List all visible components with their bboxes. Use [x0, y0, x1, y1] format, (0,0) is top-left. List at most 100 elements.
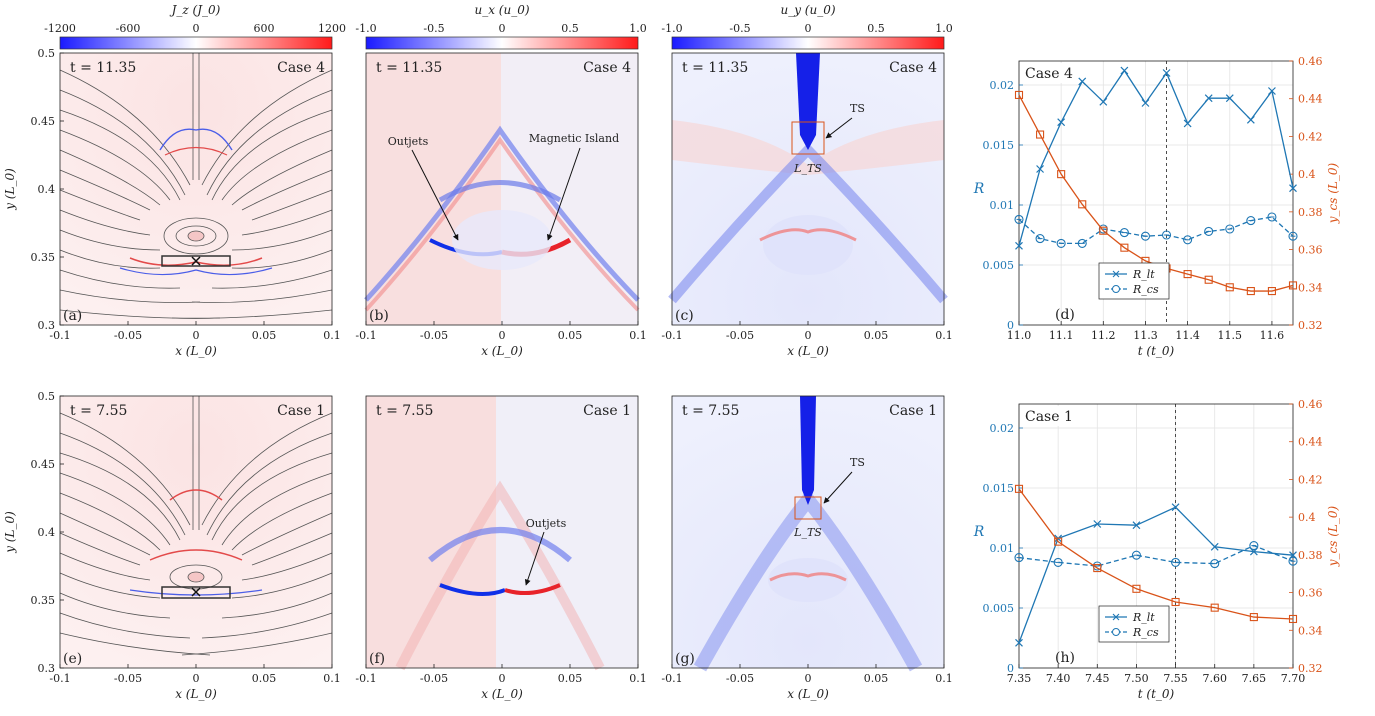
panel-c-ts-box	[791, 121, 825, 155]
colorbar-ux-tick: 0.5	[561, 22, 579, 35]
legend-box	[1098, 605, 1170, 643]
y-right-tick-label: 0.46	[1298, 398, 1323, 411]
data-point-y_cs	[1078, 200, 1087, 209]
field-x-tick-label: 0.1	[629, 672, 647, 685]
data-point-y_cs	[1246, 287, 1255, 296]
field-x-tick-label: -0.1	[355, 672, 376, 685]
panel-e-xpoint-icon	[191, 587, 201, 597]
x-axis-label: t (t_0)	[1138, 344, 1175, 358]
panel-a: t = 11.35 Case 4 (a)	[59, 52, 333, 326]
data-point-y_cs	[1057, 170, 1066, 179]
chart-d: 11.0 11.1 11.2 11.3 11.4 11.5 11.6 t (t_0) 0 0.00…	[973, 55, 1340, 358]
colorbar-jz-gradient	[59, 36, 333, 50]
panel-g: TS L_TS t = 7.55 Case 1 (g)	[671, 395, 945, 672]
series-line-y_cs	[1018, 488, 1294, 620]
y-left-tick-label: 0.005	[983, 259, 1015, 272]
panel-f-case: Case 1	[583, 403, 631, 419]
field-x-tick-label: 0.05	[558, 672, 583, 685]
panel-g-arrow-ts	[823, 471, 853, 504]
panel-g-ts-box	[794, 496, 822, 520]
data-point-R_cs	[1288, 556, 1298, 566]
panel-c-tag: (c)	[675, 308, 694, 324]
panel-g-tag: (g)	[675, 651, 695, 667]
panel-c: TS L_TS t = 11.35 Case 4 (c)	[668, 52, 948, 326]
colorbar-ux-tick: 0	[499, 22, 506, 35]
x-tick-label: 7.70	[1281, 672, 1306, 685]
chart-frame	[1018, 60, 1294, 326]
y-right-tick-label: 0.32	[1298, 319, 1323, 332]
field-x-axis-label: x (L_0)	[481, 687, 523, 701]
field-x-tick-label: 0	[193, 329, 200, 342]
y-right-tick-label: 0.36	[1298, 244, 1323, 257]
y-left-axis-label: R	[973, 181, 985, 197]
colorbar-uy-tick: -0.5	[729, 22, 750, 35]
panel-e: t = 7.55 Case 1 (e)	[59, 395, 333, 669]
field-x-tick-label: 0	[805, 329, 812, 342]
y-right-axis-label: y_cs (L_0)	[1326, 162, 1340, 224]
data-point-y_cs	[1054, 537, 1063, 546]
panel-e-current-sheet-box	[161, 586, 231, 599]
data-point-y_cs	[1171, 597, 1180, 607]
x-tick-label: 11.3	[1133, 329, 1158, 342]
panel-f-arrow-outjets	[524, 531, 545, 586]
field-x-axis-label: x (L_0)	[787, 344, 829, 358]
panel-b-arrow-outjets	[411, 149, 459, 241]
data-point-y_cs	[1288, 614, 1298, 624]
data-point-R_lt	[1120, 66, 1129, 75]
colorbar-ux-tick: 1.0	[629, 22, 647, 35]
data-point-R_cs	[1161, 230, 1172, 240]
data-point-R_lt	[1210, 542, 1219, 551]
field-x-axis-label: x (L_0)	[787, 687, 829, 701]
data-point-y_cs	[1249, 613, 1258, 622]
colorbar-ux-gradient	[365, 36, 639, 50]
data-point-R_lt	[1093, 520, 1102, 528]
field-y-tick-label: 0.5	[38, 390, 56, 403]
colorbar-uy-tick: 0.5	[867, 22, 885, 35]
field-x-tick-label: 0.1	[323, 672, 341, 685]
panel-e-tag: (e)	[63, 651, 82, 667]
colorbar-uy-tick: -1.0	[661, 22, 682, 35]
field-x-tick-label: -0.1	[49, 329, 70, 342]
x-tick-label: 11.0	[1007, 329, 1032, 342]
x-axis-label: t (t_0)	[1138, 687, 1175, 701]
data-point-R_lt	[1225, 94, 1234, 103]
y-right-tick-label: 0.4	[1298, 168, 1316, 181]
field-x-tick-label: -0.1	[661, 329, 682, 342]
data-point-R_cs	[1077, 238, 1087, 248]
case-label-box	[1021, 63, 1075, 83]
legend-marker-rlt	[1112, 270, 1120, 278]
field-y-tick-label: 0.5	[38, 47, 56, 60]
case-label: Case 1	[1025, 409, 1073, 425]
colorbar-uy-tick: 1.0	[935, 22, 953, 35]
colorbar-uy-gradient	[671, 36, 945, 50]
panel-f: Outjets t = 7.55 Case 1 (f)	[365, 395, 639, 671]
data-point-R_lt	[1171, 503, 1180, 512]
field-x-tick-label: -0.05	[420, 672, 448, 685]
field-x-tick-label: 0.05	[252, 672, 277, 685]
y-right-tick-label: 0.34	[1298, 281, 1323, 294]
y-right-tick-label: 0.32	[1298, 662, 1323, 675]
field-x-tick-label: -0.05	[114, 329, 142, 342]
data-point-R_lt	[1132, 521, 1141, 530]
chart-h: 7.35 7.40 7.45 7.50 7.55 7.60 7.65 7.70 t (t_0) 0…	[973, 398, 1340, 701]
panel-g-jet	[800, 396, 816, 505]
data-point-y_cs	[1132, 584, 1141, 593]
field-y-tick-label: 0.4	[38, 183, 56, 196]
colorbar-jz-tick: -600	[116, 22, 141, 35]
y-right-tick-label: 0.46	[1298, 55, 1323, 68]
x-tick-label: 11.5	[1218, 329, 1243, 342]
legend-marker-rcs	[1112, 285, 1120, 293]
field-x-tick-label: -0.05	[726, 329, 754, 342]
data-point-R_lt	[1204, 94, 1213, 103]
data-point-R_cs	[1288, 231, 1298, 241]
panel-e-background	[60, 396, 332, 668]
x-tick-label: 11.6	[1260, 329, 1285, 342]
x-tick-label: 7.35	[1007, 672, 1032, 685]
field-x-tick-label: 0	[499, 672, 506, 685]
panel-a-tag: (a)	[63, 308, 82, 324]
colorbar-uy-tick: 0	[805, 22, 812, 35]
data-point-R_cs	[1267, 212, 1277, 222]
colorbar-jz-tick: -1200	[44, 22, 76, 35]
panel-a-xpoint-icon	[191, 256, 201, 266]
